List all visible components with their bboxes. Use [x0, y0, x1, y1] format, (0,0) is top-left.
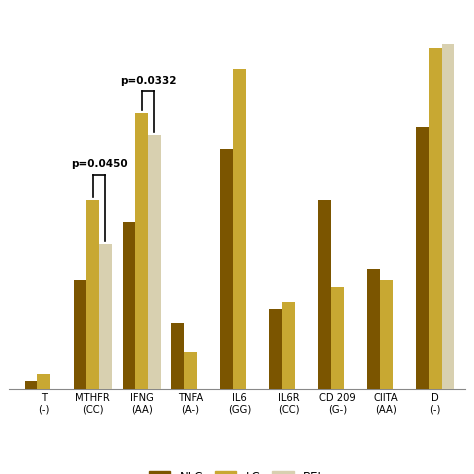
- Bar: [73, 280, 86, 389]
- Bar: [269, 309, 282, 389]
- Bar: [220, 149, 233, 389]
- Bar: [233, 70, 246, 389]
- Bar: [135, 113, 148, 389]
- Bar: [86, 200, 99, 389]
- Bar: [429, 48, 441, 389]
- Bar: [184, 352, 197, 389]
- Bar: [99, 244, 112, 389]
- Legend: NLC, LC, BEL: NLC, LC, BEL: [143, 465, 331, 474]
- Bar: [282, 301, 295, 389]
- Bar: [25, 382, 37, 389]
- Bar: [37, 374, 50, 389]
- Bar: [172, 323, 184, 389]
- Bar: [122, 222, 135, 389]
- Bar: [441, 44, 454, 389]
- Bar: [318, 200, 331, 389]
- Bar: [380, 280, 392, 389]
- Bar: [331, 287, 344, 389]
- Bar: [148, 135, 161, 389]
- Text: p=0.0450: p=0.0450: [71, 159, 128, 169]
- Text: p=0.0332: p=0.0332: [120, 76, 176, 86]
- Bar: [416, 128, 429, 389]
- Bar: [367, 269, 380, 389]
